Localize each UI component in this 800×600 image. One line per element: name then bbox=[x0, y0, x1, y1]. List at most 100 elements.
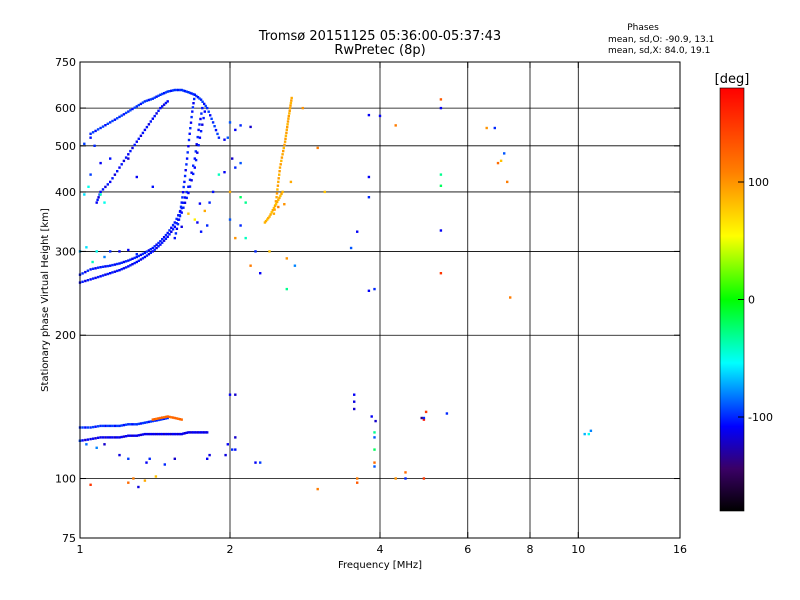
data-point bbox=[161, 238, 164, 241]
data-point bbox=[91, 425, 95, 429]
data-point bbox=[157, 417, 160, 420]
data-point bbox=[129, 149, 132, 153]
data-point bbox=[162, 236, 166, 239]
data-point bbox=[145, 432, 149, 436]
colorbar-ticks: 100 0 -100 bbox=[738, 176, 773, 424]
data-point bbox=[293, 264, 297, 267]
data-point bbox=[273, 204, 277, 208]
data-point bbox=[195, 94, 198, 98]
x-tick-label: 16 bbox=[673, 543, 687, 556]
data-point bbox=[190, 171, 193, 174]
data-point bbox=[149, 120, 152, 123]
data-point bbox=[499, 159, 503, 162]
data-point bbox=[131, 434, 134, 437]
data-point bbox=[182, 185, 185, 189]
data-point bbox=[180, 206, 183, 210]
data-point bbox=[164, 432, 168, 436]
data-point bbox=[266, 218, 269, 221]
data-point bbox=[124, 111, 128, 115]
data-point bbox=[89, 483, 92, 486]
data-point bbox=[109, 264, 112, 267]
data-point bbox=[149, 251, 152, 254]
data-point bbox=[183, 180, 186, 184]
data-point bbox=[211, 121, 215, 124]
data-point bbox=[187, 138, 191, 142]
data-point bbox=[182, 201, 185, 204]
data-point bbox=[99, 266, 102, 269]
data-point bbox=[89, 132, 92, 135]
data-point bbox=[168, 233, 171, 236]
data-point bbox=[587, 432, 590, 436]
data-point bbox=[171, 228, 175, 231]
data-point bbox=[268, 250, 271, 253]
gridlines bbox=[80, 62, 680, 538]
data-point bbox=[198, 123, 201, 126]
data-point bbox=[109, 157, 112, 160]
data-point bbox=[147, 98, 151, 102]
data-point bbox=[177, 88, 180, 92]
data-point bbox=[133, 261, 136, 265]
data-point bbox=[271, 209, 274, 212]
data-point bbox=[193, 166, 196, 169]
data-point bbox=[193, 431, 196, 434]
data-point bbox=[289, 104, 292, 107]
data-point bbox=[192, 92, 195, 96]
data-point bbox=[104, 124, 107, 127]
data-point bbox=[159, 432, 162, 436]
data-point bbox=[288, 109, 291, 112]
data-point bbox=[118, 269, 121, 272]
data-point bbox=[116, 436, 119, 439]
data-point bbox=[191, 110, 194, 113]
data-point bbox=[195, 143, 198, 146]
data-point bbox=[224, 453, 227, 457]
data-point bbox=[289, 101, 293, 105]
data-point bbox=[283, 143, 286, 147]
data-point bbox=[120, 261, 123, 264]
data-point bbox=[173, 457, 176, 460]
data-point bbox=[161, 105, 164, 108]
data-point bbox=[139, 433, 143, 437]
data-point bbox=[439, 184, 443, 187]
data-point bbox=[278, 166, 282, 169]
data-point bbox=[166, 231, 169, 235]
chart-title-line2: RwPretec (8p) bbox=[334, 43, 425, 58]
data-point bbox=[97, 196, 100, 199]
data-point bbox=[101, 265, 105, 268]
data-point bbox=[151, 419, 154, 423]
data-point bbox=[171, 416, 175, 419]
data-point bbox=[301, 106, 304, 110]
data-point bbox=[127, 157, 130, 160]
data-point bbox=[120, 268, 123, 271]
data-point bbox=[208, 201, 211, 204]
data-point bbox=[155, 112, 158, 115]
data-point bbox=[203, 102, 206, 106]
data-point bbox=[188, 91, 192, 95]
data-point bbox=[96, 275, 100, 279]
data-point bbox=[177, 417, 180, 420]
data-point bbox=[127, 259, 130, 262]
data-point bbox=[104, 265, 107, 268]
data-point bbox=[174, 232, 178, 235]
data-point bbox=[118, 115, 121, 119]
stats-heading: Phases bbox=[627, 23, 659, 33]
data-point bbox=[120, 435, 123, 439]
data-point bbox=[135, 434, 138, 437]
data-point bbox=[139, 102, 143, 106]
data-point bbox=[277, 177, 280, 180]
x-tick-label: 2 bbox=[227, 543, 234, 556]
data-point bbox=[118, 250, 121, 253]
data-point bbox=[109, 436, 112, 439]
data-point bbox=[183, 196, 187, 199]
data-point bbox=[228, 218, 232, 221]
data-point bbox=[187, 145, 190, 148]
data-point bbox=[111, 177, 114, 180]
data-point bbox=[131, 263, 134, 266]
data-point bbox=[176, 223, 180, 226]
data-point bbox=[135, 255, 138, 259]
data-point bbox=[217, 173, 221, 176]
data-point bbox=[509, 296, 512, 299]
data-point bbox=[234, 393, 237, 396]
data-point bbox=[99, 436, 102, 439]
data-point bbox=[124, 156, 128, 159]
data-point bbox=[198, 431, 201, 434]
